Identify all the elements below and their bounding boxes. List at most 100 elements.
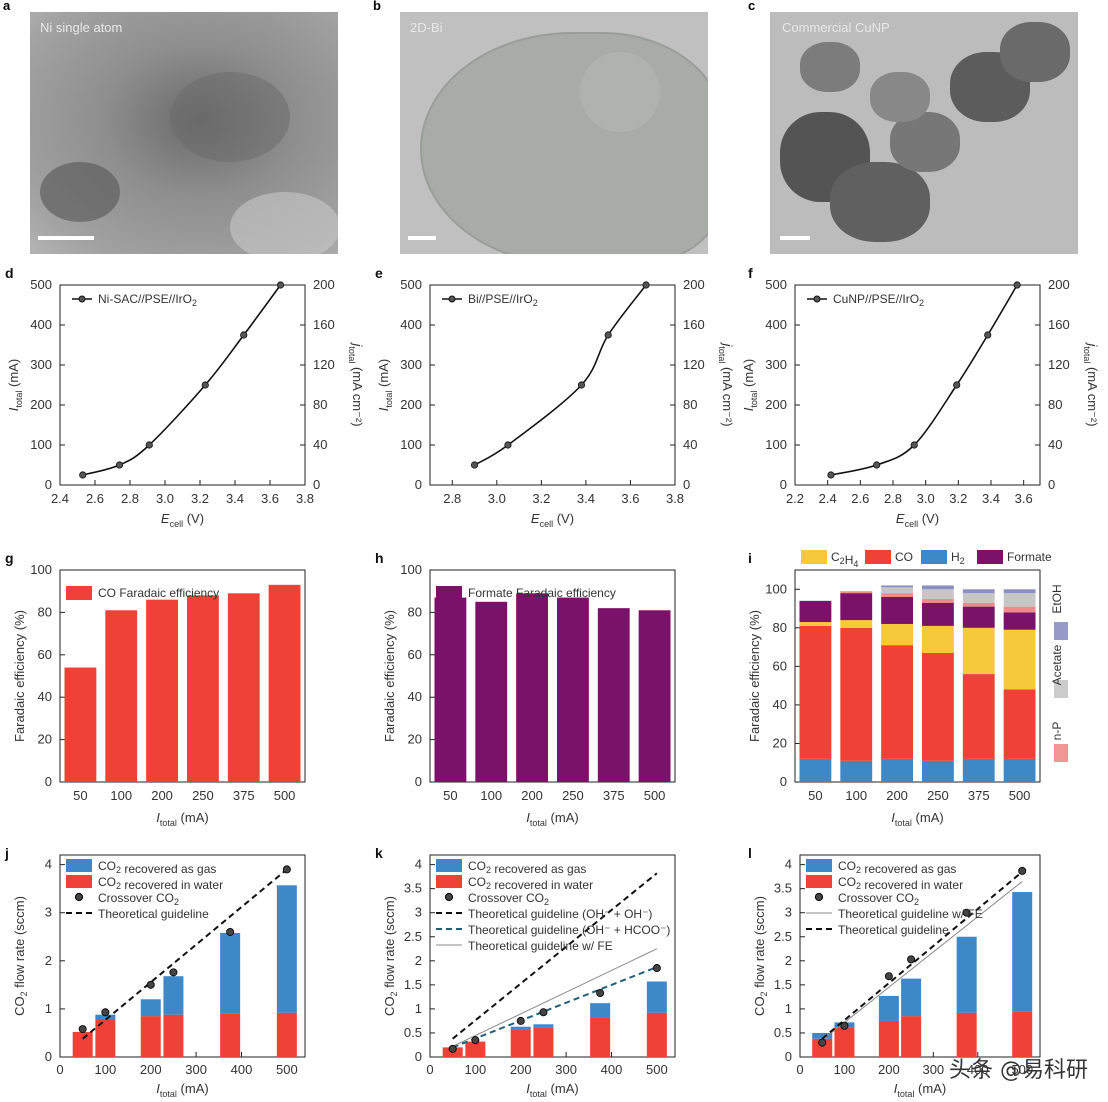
- x-tick-label: 375: [603, 788, 625, 803]
- plot-frame: [429, 569, 676, 783]
- y-tick-label: 4: [415, 857, 422, 872]
- x-tick-label: 3.2: [532, 491, 550, 506]
- legend-label: CO2 recovered in water: [468, 875, 593, 892]
- scale-bar: [38, 236, 94, 240]
- stacked-bar-segment: [901, 978, 922, 1017]
- x-tick-label: 300: [185, 1062, 207, 1077]
- guideline-line: [452, 966, 658, 1049]
- crossover-point: [818, 1038, 827, 1047]
- legend-marker: [814, 892, 824, 902]
- stacked-bar-segment: [510, 1026, 531, 1030]
- x-tick-label: 375: [233, 788, 255, 803]
- x-tick-label: 3.8: [296, 491, 314, 506]
- y-axis-label: Faradaic efficiency (%): [12, 610, 27, 742]
- y-tick-label: 200: [30, 397, 52, 412]
- x-tick-label: 500: [646, 1062, 668, 1077]
- x-tick-label: 3.6: [621, 491, 639, 506]
- stacked-bar-segment: [881, 587, 914, 594]
- y-tick-label: 0: [780, 477, 787, 492]
- scale-bar: [780, 236, 810, 240]
- crossover-point: [596, 989, 605, 998]
- micrograph-b: 2D-Bi: [400, 12, 708, 254]
- data-point: [470, 461, 479, 469]
- legend-swatch: [977, 550, 1003, 564]
- y2-tick-label: 40: [313, 437, 327, 452]
- crossover-point: [169, 968, 178, 977]
- y-tick-label: 20: [773, 735, 787, 750]
- data-point: [642, 281, 650, 289]
- y2-tick-label: 160: [313, 317, 335, 332]
- x-tick-label: 250: [192, 788, 214, 803]
- y-tick-label: 2.5: [404, 929, 422, 944]
- y-tick-label: 2.5: [774, 929, 792, 944]
- legend-label: Theoretical guideline: [838, 923, 949, 937]
- y-tick-label: 3.5: [774, 881, 792, 896]
- y-axis-label: Faradaic efficiency (%): [382, 610, 397, 742]
- x-tick-label: 100: [95, 1062, 117, 1077]
- data-point: [115, 461, 124, 469]
- y-tick-label: 100: [400, 562, 422, 577]
- y-tick-label: 100: [765, 581, 787, 596]
- y2-tick-label: 0: [313, 477, 320, 492]
- stacked-bar-segment: [95, 1019, 116, 1057]
- stacked-bar-segment: [881, 623, 914, 646]
- data-point: [145, 441, 153, 449]
- x-axis-label: Itotal (mA): [894, 1081, 946, 1099]
- x-tick-label: 3.0: [488, 491, 506, 506]
- legend-label: EtOH: [1050, 584, 1064, 613]
- data-point: [1013, 281, 1021, 289]
- data-point: [984, 331, 992, 339]
- y-axis-label: Itotal (mA): [6, 359, 24, 411]
- crossover-point: [962, 908, 971, 917]
- stacked-bar-segment: [95, 1014, 116, 1020]
- guideline-line: [821, 881, 1023, 1041]
- y-axis-label: Faradaic efficiency (%): [747, 610, 762, 742]
- y2-tick-label: 200: [1048, 277, 1070, 292]
- y-tick-label: 80: [408, 604, 422, 619]
- legend-label: Bi//PSE//IrO2: [468, 292, 538, 308]
- y-axis-label: CO2 flow rate (sccm): [752, 896, 769, 1016]
- legend-swatch: [1054, 622, 1068, 640]
- x-tick-label: 200: [521, 788, 543, 803]
- legend-label: Formate: [1007, 550, 1052, 564]
- y-tick-label: 1: [45, 1001, 52, 1016]
- y-tick-label: 300: [400, 357, 422, 372]
- stacked-bar-segment: [878, 995, 899, 1021]
- stacked-bar-segment: [1003, 689, 1036, 759]
- x-tick-label: 0: [796, 1062, 803, 1077]
- stacked-bar-segment: [901, 1016, 922, 1057]
- series-line: [474, 284, 647, 466]
- data-point: [276, 281, 285, 289]
- y-tick-label: 40: [408, 689, 422, 704]
- stacked-bar-segment: [163, 976, 184, 1015]
- stacked-bar-segment: [878, 1020, 899, 1057]
- legend-label: Theoretical guideline: [98, 907, 209, 921]
- stacked-bar-segment: [140, 1016, 161, 1057]
- y-tick-label: 4: [785, 857, 792, 872]
- panel-letter: d: [5, 265, 14, 281]
- stacked-bar-segment: [921, 625, 954, 653]
- y-tick-label: 0: [45, 774, 52, 789]
- stacked-bar-segment: [220, 932, 241, 1014]
- stacked-bar-segment: [140, 999, 161, 1017]
- y2-tick-label: 200: [683, 277, 705, 292]
- x-tick-label: 0: [426, 1062, 433, 1077]
- x-axis-label: Ecell (V): [161, 511, 204, 529]
- bar: [105, 610, 138, 782]
- stacked-bar-segment: [962, 606, 995, 628]
- stacked-bar-segment: [881, 596, 914, 624]
- y-tick-label: 3: [415, 905, 422, 920]
- y-tick-label: 200: [765, 397, 787, 412]
- y-tick-label: 1: [415, 1001, 422, 1016]
- guideline-line: [82, 868, 288, 1040]
- x-tick-label: 500: [276, 1062, 298, 1077]
- x-tick-label: 3.4: [577, 491, 595, 506]
- stacked-bar-segment: [276, 885, 297, 1013]
- stacked-bar-segment: [921, 598, 954, 603]
- x-tick-label: 3.4: [226, 491, 244, 506]
- y-tick-label: 3: [785, 905, 792, 920]
- legend-label: Crossover CO2: [98, 891, 179, 907]
- legend-swatch: [1054, 744, 1068, 762]
- micrograph-a: Ni single atom: [30, 12, 338, 254]
